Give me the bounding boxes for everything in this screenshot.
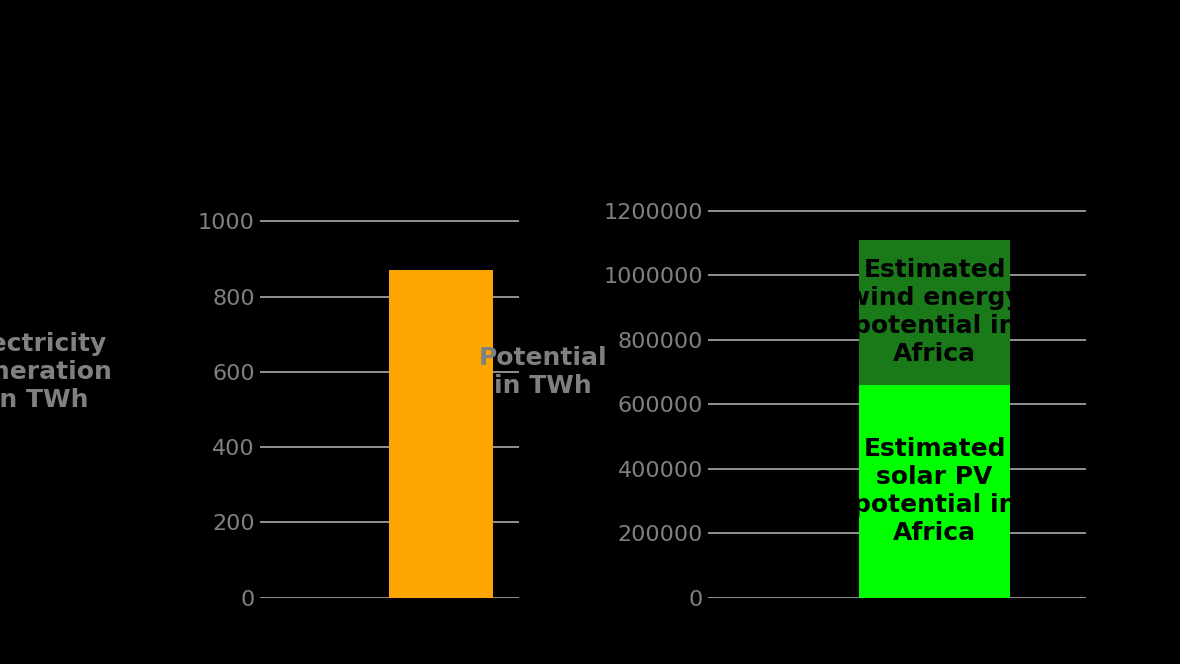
Bar <box>859 240 1010 384</box>
Text: Electricity
generation
 in TWh: Electricity generation in TWh <box>0 332 113 412</box>
Text: Estimated
wind energy
potential in
Africa: Estimated wind energy potential in Afric… <box>847 258 1022 366</box>
Text: Estimated
solar PV
potential in
Africa: Estimated solar PV potential in Africa <box>853 438 1016 545</box>
Text: Potential
in TWh: Potential in TWh <box>478 346 608 398</box>
Bar <box>389 270 493 598</box>
Bar <box>859 384 1010 598</box>
